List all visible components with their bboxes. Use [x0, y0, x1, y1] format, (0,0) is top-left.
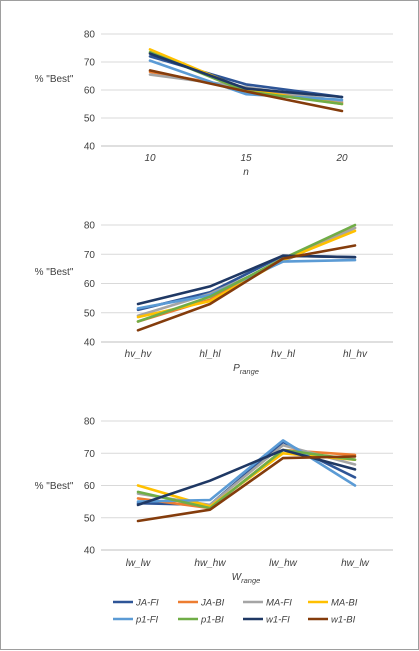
y-tick-label: 40	[84, 546, 96, 557]
series-line-w1-fi	[148, 52, 344, 99]
legend: JA-FI JA-BI MA-FI MA-BI p1-FI p1-BI w1-FI w1-BI	[113, 598, 358, 626]
chart-prange: 40 50 60 70 80 % "Best" hv_hv hl_hl hv_hl hl_hv Pr…	[35, 221, 393, 376]
x-tick-label: hw_hw	[194, 558, 226, 569]
series-line-w1-fi	[136, 254, 357, 306]
series-line-w1-bi	[136, 244, 357, 332]
series-line-p1-bi	[136, 223, 357, 323]
x-axis-label: Prange	[233, 363, 259, 376]
x-tick-label: 15	[240, 153, 252, 164]
y-axis-label: % "Best"	[35, 267, 74, 278]
x-tick-label: hl_hv	[343, 349, 368, 360]
y-tick-label: 60	[84, 86, 96, 97]
x-tick-label: lw_hw	[269, 558, 298, 569]
legend-item-p1-bi: p1-BI	[178, 615, 224, 626]
chart-n: 40 50 60 70 80 % "Best" 10 15 20 n	[35, 30, 393, 178]
legend-label: p1-FI	[135, 615, 159, 626]
x-axis-label: n	[243, 167, 249, 178]
x-tick-label: 10	[144, 153, 156, 164]
series-line-w1-fi	[136, 448, 357, 507]
chart-wrange: 40 50 60 70 80 % "Best" lw_lw hw_hw lw_hw hw_lw Wr…	[35, 417, 393, 585]
series-line-p1-bi	[136, 448, 357, 510]
legend-item-p1-fi: p1-FI	[113, 615, 159, 626]
legend-label: w1-FI	[266, 615, 290, 626]
legend-item-ja-bi: JA-BI	[178, 598, 225, 609]
legend-label: JA-BI	[200, 598, 225, 609]
legend-label: JA-FI	[135, 598, 159, 609]
x-axis-label: Wrange	[232, 572, 261, 585]
y-tick-label: 80	[84, 30, 96, 41]
series-line-p1-fi	[136, 258, 357, 310]
x-tick-label: 20	[335, 153, 348, 164]
y-tick-label: 70	[84, 58, 96, 69]
x-tick-label: lw_lw	[126, 558, 151, 569]
y-tick-label: 80	[84, 417, 96, 428]
y-tick-label: 80	[84, 221, 96, 232]
series-line-ma-fi	[148, 73, 344, 103]
x-tick-label: hv_hv	[125, 349, 153, 360]
y-tick-label: 50	[84, 308, 96, 319]
legend-item-w1-bi: w1-BI	[308, 615, 356, 626]
legend-item-w1-fi: w1-FI	[243, 615, 290, 626]
y-tick-label: 50	[84, 513, 96, 524]
y-tick-label: 50	[84, 114, 96, 125]
series-line-p1-fi	[148, 59, 344, 102]
legend-item-ma-bi: MA-BI	[308, 598, 358, 609]
legend-item-ma-fi: MA-FI	[243, 598, 292, 609]
series-line-w1-bi	[148, 69, 344, 113]
y-tick-label: 40	[84, 142, 96, 153]
y-axis-label: % "Best"	[35, 481, 74, 492]
y-tick-label: 70	[84, 449, 96, 460]
series-line-p1-fi	[136, 439, 357, 503]
legend-label: MA-BI	[331, 598, 358, 609]
y-tick-label: 40	[84, 338, 96, 349]
y-tick-label: 70	[84, 250, 96, 261]
x-tick-label: hl_hl	[199, 349, 221, 360]
legend-label: w1-BI	[331, 615, 356, 626]
legend-label: p1-BI	[200, 615, 224, 626]
y-axis-label: % "Best"	[35, 74, 74, 85]
legend-item-ja-fi: JA-FI	[113, 598, 159, 609]
legend-label: MA-FI	[266, 598, 292, 609]
y-tick-label: 60	[84, 481, 96, 492]
x-tick-label: hw_lw	[341, 558, 370, 569]
series-line-w1-bi	[136, 455, 357, 523]
x-tick-label: hv_hl	[271, 349, 296, 360]
y-tick-label: 60	[84, 279, 96, 290]
